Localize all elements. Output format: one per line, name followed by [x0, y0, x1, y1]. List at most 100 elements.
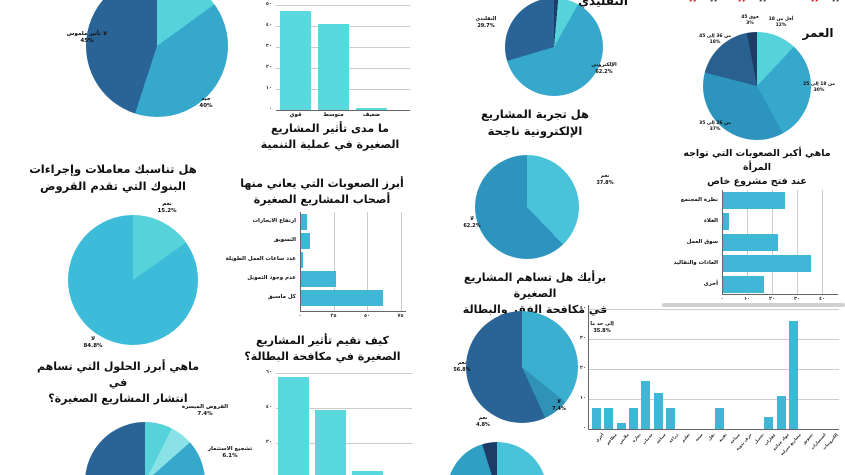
unemployment-eval-bars-ytick-line: ٢٠ [265, 439, 272, 445]
owner-difficulties-bars-rowlabel-1: التسويق [222, 237, 296, 244]
electronic-vs-traditional-pie-slice-label-1-line: 29.7% [477, 22, 495, 29]
project-field-bars-ytick-line: ٠ [582, 425, 586, 431]
owner-difficulties-bars-gridline [400, 212, 402, 311]
project-field-bars-ytick-line: ٢٠ [579, 365, 586, 371]
owner-difficulties-bars-gridline [333, 212, 335, 311]
logo-mark-icon-1: ” [709, 0, 720, 12]
women-difficulties-bars-xtick-line: ٣٠ [793, 296, 801, 302]
owner-difficulties-bars-bar-2 [301, 252, 303, 268]
women-difficulties-bars-title: ماهي أكبر الصعوبات التي تواجه المرأة عند … [668, 147, 845, 188]
electronic-vs-traditional-pie-slice-label-0-line: 62.2% [595, 68, 613, 75]
project-field-bars-gridline [589, 309, 839, 310]
owner-difficulties-bars-bar-0 [301, 214, 308, 230]
women-difficulties-bars-bar-3 [723, 255, 811, 272]
women-difficulties-bars-xtick-line: ١٠ [743, 296, 751, 302]
project-field-bars-ytick-line: ٣٠ [579, 335, 586, 341]
women-difficulties-bars-rowlabel-0-line: نظرة المجتمع [680, 196, 718, 203]
project-field-bars-bar-16 [788, 321, 798, 429]
women-difficulties-bars-gridline [797, 190, 798, 294]
e-projects-success-pie-slice-label-1: لا 62.2% [456, 216, 488, 229]
women-difficulties-bars-gridline [822, 190, 823, 294]
impact-pie-slice-label-0: لا تأثير ملموس 45% [58, 31, 116, 45]
bottom-partial-pie-slice-label-0-line: 4.8% [476, 421, 490, 428]
electronic-vs-traditional-pie-pie [505, 0, 603, 96]
poverty-unemployment-pie-title-line: في مكافحة الفقر والبطالة [462, 302, 608, 316]
project-field-bars-bar-5 [653, 393, 663, 429]
unemployment-eval-bars-title-line: الصغيرة في مكافحة البطالة؟ [244, 349, 401, 363]
bank-procedures-pie-slice-label-1-line: لا [90, 336, 96, 342]
unemployment-eval-bars-bar-2 [352, 471, 383, 475]
women-difficulties-bars-xtick: ٠ [713, 296, 731, 303]
project-field-bars-bar-0 [592, 408, 602, 429]
unemployment-eval-bars-gridline [276, 408, 412, 409]
impact-development-bars-axis-0 [276, 110, 410, 111]
impact-development-bars-xlabel-0: قوي [280, 112, 312, 119]
e-projects-success-pie-title-line: الإلكترونية ناجحة [487, 123, 583, 138]
e-projects-success-pie-slice-label-0-line: 37.8% [596, 179, 614, 186]
owner-difficulties-bars-bar-3 [301, 271, 336, 287]
women-difficulties-bars-xtick: ٤٠ [813, 296, 831, 303]
impact-pie-slice-label-1: جيد 40% [186, 96, 226, 110]
age-pie-slice-label-4: من 36 إلى 45 18% [698, 34, 732, 46]
age-pie-slice-label-2-line: 30% [813, 87, 825, 93]
impact-development-bars-ytick-line: ٥٠ [265, 1, 272, 7]
age-pie-slice-label-4-line: من 36 إلى 45 [699, 34, 731, 39]
impact-development-bars-ytick: ١٠ [254, 85, 272, 92]
impact-development-bars-title: ما مدى تأثير المشاريع الصغيرة في عملية ال… [245, 121, 415, 153]
owner-difficulties-bars-xtick: ٧٥ [392, 313, 410, 320]
solutions-pie-slice-label-0-line: 7.4% [197, 411, 213, 418]
women-difficulties-bars-bar-2 [723, 234, 778, 251]
impact-development-bars-title-line: الصغيرة في عملية التنمية [260, 137, 400, 151]
solutions-pie-title: ماهي أبرز الحلول التي تساهم في انتشار الم… [28, 359, 208, 407]
solutions-pie-title-line: انتشار المشاريع الصغيرة؟ [48, 391, 188, 405]
age-pie-slice-label-1-line: أقل من 18 [768, 17, 794, 22]
age-pie-title-line: العمر [802, 26, 834, 40]
owner-difficulties-bars-axis-1 [300, 311, 406, 312]
owner-difficulties-bars-rowlabel-4-line: كل ماسبق [267, 294, 296, 300]
e-projects-success-pie-title: هل تجربة المشاريع الإلكترونية ناجحة [450, 106, 620, 139]
logo-mark-icon-5: ” [831, 0, 842, 12]
project-field-bars-bar-3 [628, 408, 639, 429]
owner-difficulties-bars-rowlabel-3-line: عدم وجود التمويل [247, 275, 296, 281]
unemployment-eval-bars-ytick: ٤٠ [254, 404, 272, 411]
women-difficulties-bars-axis-1 [722, 294, 838, 295]
bank-procedures-pie-title-line: البنوك التي تقدم القروض [40, 178, 186, 193]
bank-procedures-pie-slice-label-0-line: نعم [162, 201, 172, 207]
bottom-partial-pie-slice-label-0-line: نعم [478, 415, 488, 421]
poverty-unemployment-pie-slice-label-2-line: إلى حد ما [590, 321, 614, 327]
impact-pie-pie [86, 0, 228, 117]
owner-difficulties-bars-rowlabel-0: ارتفاع الايجارات [222, 218, 296, 225]
age-pie-slice-label-2: من 18 إلى 25 30% [803, 82, 835, 94]
unemployment-eval-bars-ytick-line: ٤٠ [265, 404, 272, 410]
poverty-unemployment-pie-slice-label-2: إلى حد ما 35.8% [580, 321, 624, 334]
impact-development-bars-bar-2 [356, 107, 387, 110]
electronic-vs-traditional-pie-slice-label-1-line: التقليدي [475, 16, 497, 22]
owner-difficulties-bars-title-line: أصحاب المشاريع الصغيرة [253, 192, 391, 206]
women-difficulties-bars-bar-4 [723, 276, 765, 293]
women-difficulties-bars-xtick-line: ٠ [720, 296, 724, 302]
owner-difficulties-bars-rowlabel-0-line: ارتفاع الايجارات [252, 218, 296, 224]
owner-difficulties-bars-title: أبرز الصعوبات التي يعاني منها أصحاب المشا… [237, 176, 407, 208]
owner-difficulties-bars-title-line: أبرز الصعوبات التي يعاني منها [240, 177, 404, 190]
logo-mark-icon-3: ” [758, 0, 769, 12]
project-field-bars-ytick-line: ٤٠ [579, 305, 586, 311]
impact-development-bars-bar-1 [318, 23, 349, 110]
solutions-pie-slice-label-0-line: القروض الميسرة [181, 404, 229, 410]
logo-mark-icon-2: ” [737, 0, 748, 12]
electronic-vs-traditional-pie-title: التقليدي [575, 0, 631, 10]
e-projects-success-pie-pie [475, 155, 579, 259]
divider-strip [662, 303, 845, 307]
owner-difficulties-bars-bar-4 [301, 290, 383, 306]
solutions-pie-slice-label-1: تشجيع الاستثمار 6.1% [200, 446, 260, 460]
electronic-vs-traditional-pie-title-line: التقليدي [578, 0, 628, 8]
owner-difficulties-bars-rowlabel-3: عدم وجود التمويل [222, 275, 296, 282]
impact-development-bars-bar-0 [280, 11, 311, 110]
women-difficulties-bars-xtick: ١٠ [738, 296, 756, 303]
impact-pie-slice-label-0-line: لا تأثير ملموس [66, 31, 108, 37]
logo-mark-icon-0: ” [688, 0, 699, 12]
bottom-partial-pie-pie [447, 442, 547, 475]
women-difficulties-bars-rowlabel-2-line: سوق العمل [686, 238, 718, 245]
solutions-pie-slice-label-1-line: تشجيع الاستثمار [207, 446, 253, 452]
owner-difficulties-bars-xtick-line: ٧٥ [397, 313, 404, 319]
age-pie-title: العمر [796, 25, 840, 42]
